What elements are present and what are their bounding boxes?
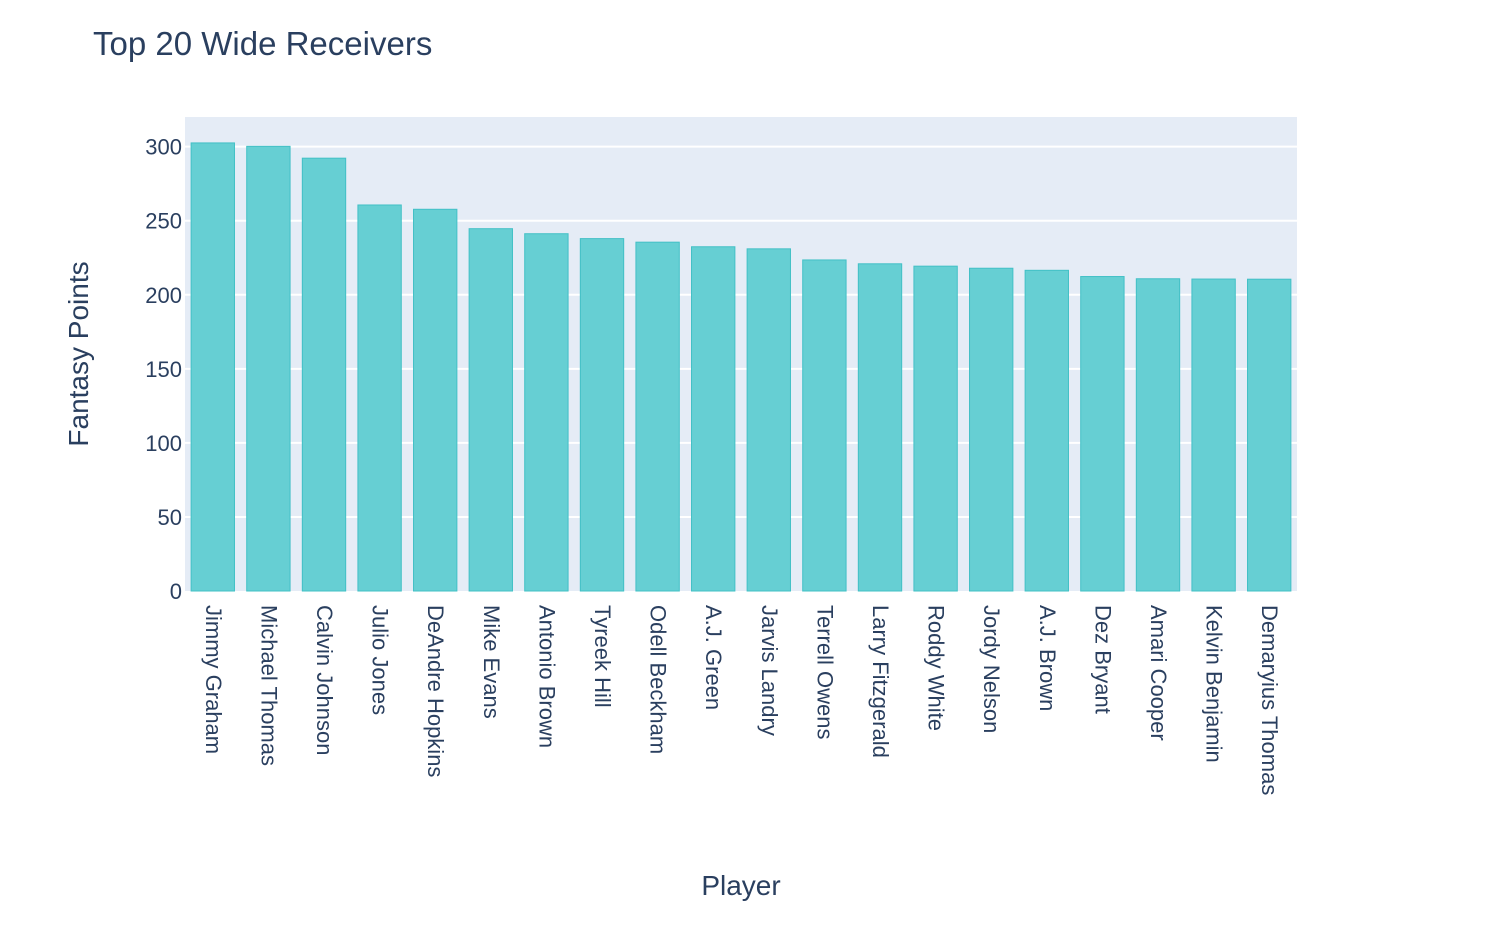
x-tick-label: Odell Beckham <box>646 605 671 754</box>
x-tick-label: Amari Cooper <box>1146 605 1171 741</box>
x-tick-label: Tyreek Hill <box>590 605 615 708</box>
x-tick-label: Demaryius Thomas <box>1257 605 1282 795</box>
x-tick-label: A.J. Brown <box>1035 605 1060 711</box>
x-tick-label: Mike Evans <box>479 605 504 719</box>
y-tick-label: 300 <box>145 135 182 160</box>
y-tick-label: 0 <box>170 579 182 604</box>
bar[interactable] <box>579 238 625 592</box>
bar[interactable] <box>524 233 569 592</box>
bar[interactable] <box>1135 278 1181 592</box>
x-tick-label: Julio Jones <box>368 605 393 715</box>
bar[interactable] <box>357 204 402 592</box>
bar[interactable] <box>413 208 458 592</box>
x-tick-label: Michael Thomas <box>256 605 281 766</box>
y-tick-label: 250 <box>145 209 182 234</box>
bar[interactable] <box>246 145 291 592</box>
bar[interactable] <box>1080 276 1125 592</box>
bar[interactable] <box>802 259 847 592</box>
bar[interactable] <box>468 228 513 592</box>
bars <box>190 142 1292 592</box>
y-tick-label: 50 <box>158 505 182 530</box>
chart-title: Top 20 Wide Receivers <box>93 25 432 62</box>
bar[interactable] <box>190 142 235 592</box>
bar[interactable] <box>746 248 791 592</box>
x-tick-label: Jarvis Landry <box>757 605 782 736</box>
y-tick-label: 150 <box>145 357 182 382</box>
y-tick-label: 200 <box>145 283 182 308</box>
x-tick-label: Kelvin Benjamin <box>1202 605 1227 763</box>
x-tick-label: Larry Fitzgerald <box>868 605 893 758</box>
x-tick-label: A.J. Green <box>701 605 726 710</box>
y-axis-ticks: 0 50 100 150 200 250 300 <box>145 135 182 604</box>
x-tick-label: Terrell Owens <box>812 605 837 739</box>
x-tick-label: Jordy Nelson <box>979 605 1004 733</box>
bar[interactable] <box>1247 278 1292 592</box>
bar[interactable] <box>857 263 903 592</box>
bar[interactable] <box>635 241 680 592</box>
bar[interactable] <box>913 265 958 592</box>
x-tick-label: DeAndre Hopkins <box>423 605 448 777</box>
y-tick-label: 100 <box>145 431 182 456</box>
bar[interactable] <box>1191 278 1236 592</box>
x-tick-label: Roddy White <box>924 605 949 731</box>
y-axis-title: Fantasy Points <box>63 261 94 446</box>
x-axis-ticks: Jimmy Graham Michael Thomas Calvin Johnson… <box>201 605 1282 795</box>
plot-area <box>185 117 1297 591</box>
bar[interactable] <box>301 157 347 592</box>
x-tick-label: Jimmy Graham <box>201 605 226 754</box>
x-axis-title: Player <box>701 870 780 901</box>
bar[interactable] <box>691 246 736 592</box>
x-tick-label: Antonio Brown <box>534 605 559 748</box>
bar[interactable] <box>969 267 1014 592</box>
x-tick-label: Calvin Johnson <box>312 605 337 755</box>
bar[interactable] <box>1024 269 1069 592</box>
x-tick-label: Dez Bryant <box>1090 605 1115 714</box>
